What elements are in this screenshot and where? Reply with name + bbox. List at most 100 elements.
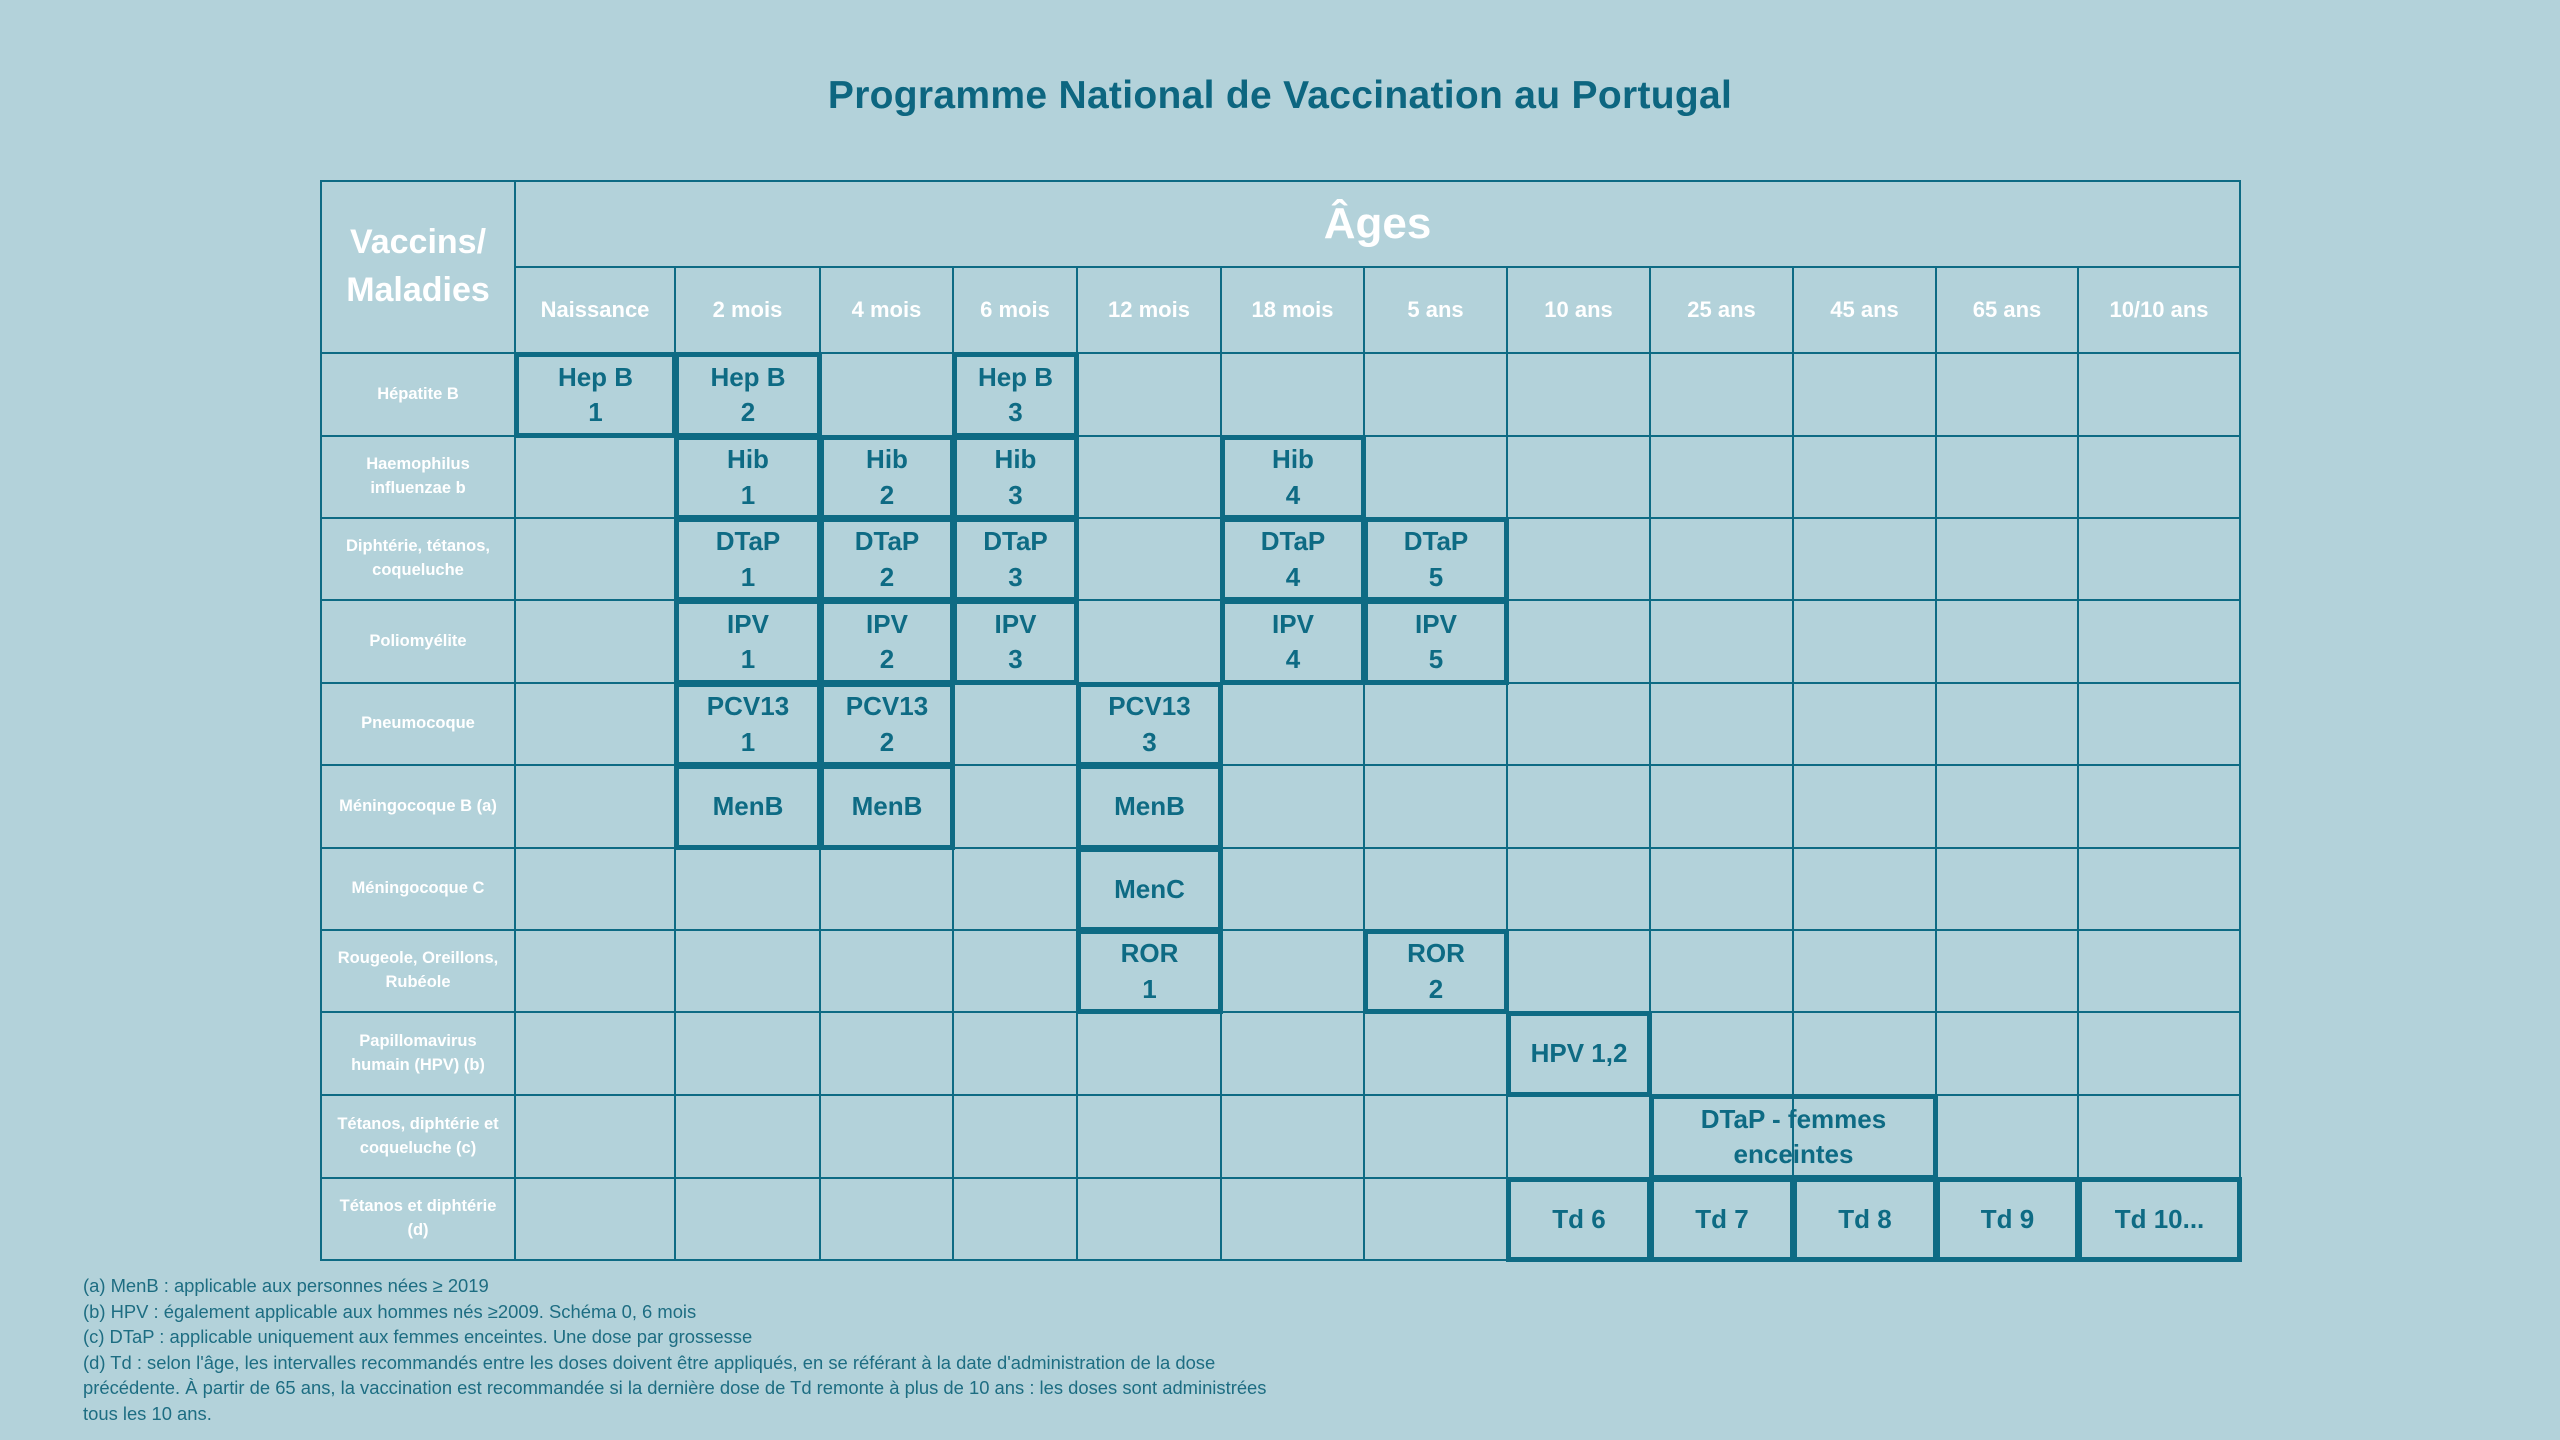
vaccine-row-label-text: Méningocoque C [351, 879, 485, 898]
vaccination-schedule-table: Vaccins/ Maladies Âges Naissance 2 mois 4 mo… [320, 180, 2242, 1262]
dose-cell: MenB [819, 764, 955, 850]
dose-cell: IPV 2 [819, 599, 955, 685]
footnote-line: précédente. À partir de 65 ans, la vacci… [83, 1377, 1267, 1398]
footnote-line: (c) DTaP : applicable uniquement aux fem… [83, 1326, 753, 1347]
vaccine-row-label: Méningocoque B (a) [320, 764, 516, 849]
dose-cell: DTaP 2 [819, 517, 955, 602]
table-cell [952, 1011, 1078, 1096]
table-cell [1076, 1094, 1222, 1179]
footnote-line: (b) HPV : également applicable aux homme… [83, 1300, 697, 1322]
table-cell [952, 1177, 1078, 1261]
table-cell [1792, 599, 1937, 684]
vaccine-row-label-text: Poliomyélite [369, 631, 467, 650]
vaccine-row-label-text: Pneumocoque [361, 714, 475, 733]
dose-cell: Hib 1 [674, 435, 822, 520]
table-cell [1792, 847, 1937, 931]
table-cell [1076, 1011, 1222, 1096]
table-cell [1076, 435, 1222, 519]
table-cell [952, 1094, 1078, 1179]
table-cell [1363, 352, 1508, 437]
dose-cell: IPV 4 [1220, 599, 1366, 685]
table-cell [1935, 435, 2079, 519]
dose-cell: Td 9 [1935, 1177, 2080, 1262]
table-cell [1935, 1011, 2079, 1096]
vaccine-row-label: Méningocoque C [320, 847, 516, 931]
dose-cell: Hib 3 [952, 435, 1079, 520]
table-cell [1649, 517, 1794, 601]
ages-header-text: Âges [1323, 199, 1432, 248]
table-cell [1506, 764, 1651, 849]
table-cell [1649, 929, 1794, 1013]
page-title: Programme National de Vaccination au Por… [827, 74, 1733, 117]
table-cell [1649, 847, 1794, 931]
vaccine-row-label-text: Méningocoque B (a) [339, 796, 497, 815]
dose-cell-text: MenB [712, 791, 784, 822]
table-cell [674, 847, 821, 931]
dose-cell: PCV13 1 [674, 682, 822, 767]
table-cell [819, 929, 954, 1013]
table-cell [952, 929, 1078, 1013]
dose-cell-text: HPV 1,2 [1530, 1038, 1628, 1069]
table-cell [1076, 352, 1222, 437]
table-cell [514, 682, 676, 766]
dose-cell: Td 10... [2077, 1177, 2242, 1262]
table-cell [514, 1177, 676, 1261]
dose-cell: Hep B 1 [514, 352, 677, 438]
dose-cell: IPV 1 [674, 599, 822, 685]
age-header-text: 12 mois [1108, 297, 1190, 322]
dose-cell-text: Td 8 [1838, 1203, 1892, 1234]
table-cell [952, 682, 1078, 766]
table-cell [1220, 929, 1365, 1013]
table-cell [1220, 1177, 1365, 1261]
age-header: 4 mois [819, 266, 954, 354]
dose-cell-text: Td 10... [2114, 1203, 2205, 1234]
dose-cell: IPV 3 [952, 599, 1079, 685]
dose-cell: Hep B 3 [952, 352, 1079, 438]
age-header-text: 25 ans [1687, 297, 1756, 322]
vaccine-row-label-text: Papillomavirus humain (HPV) (b) [351, 1031, 485, 1074]
age-header-text: Naissance [540, 297, 650, 322]
vaccine-row-label: Hépatite B [320, 352, 516, 437]
table-cell [819, 847, 954, 931]
table-cell [1649, 599, 1794, 684]
table-cell [1506, 1094, 1651, 1179]
table-cell [1792, 517, 1937, 601]
vaccine-row-label: Diphtérie, tétanos, coqueluche [320, 517, 516, 601]
dose-cell-text: DTaP 3 [983, 526, 1048, 592]
table-cell [514, 599, 676, 684]
dose-cell-text: PCV13 2 [845, 691, 929, 757]
age-header: 12 mois [1076, 266, 1222, 354]
dose-cell-text: Td 6 [1552, 1203, 1606, 1234]
table-cell [1792, 1011, 1937, 1096]
age-header-text: 6 mois [980, 297, 1050, 322]
vaccine-row-label: Rougeole, Oreillons, Rubéole [320, 929, 516, 1013]
age-header-text: 10/10 ans [2109, 297, 2209, 322]
corner-header: Vaccins/ Maladies [320, 180, 516, 354]
dose-cell: MenB [674, 764, 822, 850]
table-cell [1363, 682, 1508, 766]
table-cell [1649, 682, 1794, 766]
vaccine-row-label: Pneumocoque [320, 682, 516, 766]
vaccine-row-label: Tétanos, diphtérie et coqueluche (c) [320, 1094, 516, 1179]
table-cell [514, 517, 676, 601]
table-cell [819, 1177, 954, 1261]
footnote-line: (a) MenB : applicable aux personnes nées… [83, 1275, 489, 1296]
age-header: 6 mois [952, 266, 1078, 354]
table-cell [1649, 1011, 1794, 1096]
table-cell [1792, 764, 1937, 849]
age-header-text: 18 mois [1251, 297, 1334, 322]
table-cell [1220, 764, 1365, 849]
table-cell [952, 847, 1078, 931]
table-cell [1935, 929, 2079, 1013]
table-cell [1792, 682, 1937, 766]
age-header: 5 ans [1363, 266, 1508, 354]
dose-cell-text: IPV 3 [994, 608, 1037, 674]
dose-cell-text: PCV13 1 [706, 691, 790, 757]
dose-cell: MenB [1076, 764, 1223, 850]
table-cell [514, 847, 676, 931]
table-cell [2077, 764, 2241, 849]
table-cell [1506, 435, 1651, 519]
table-cell [1935, 1094, 2079, 1179]
age-header-text: 45 ans [1830, 297, 1899, 322]
table-cell [819, 352, 954, 437]
